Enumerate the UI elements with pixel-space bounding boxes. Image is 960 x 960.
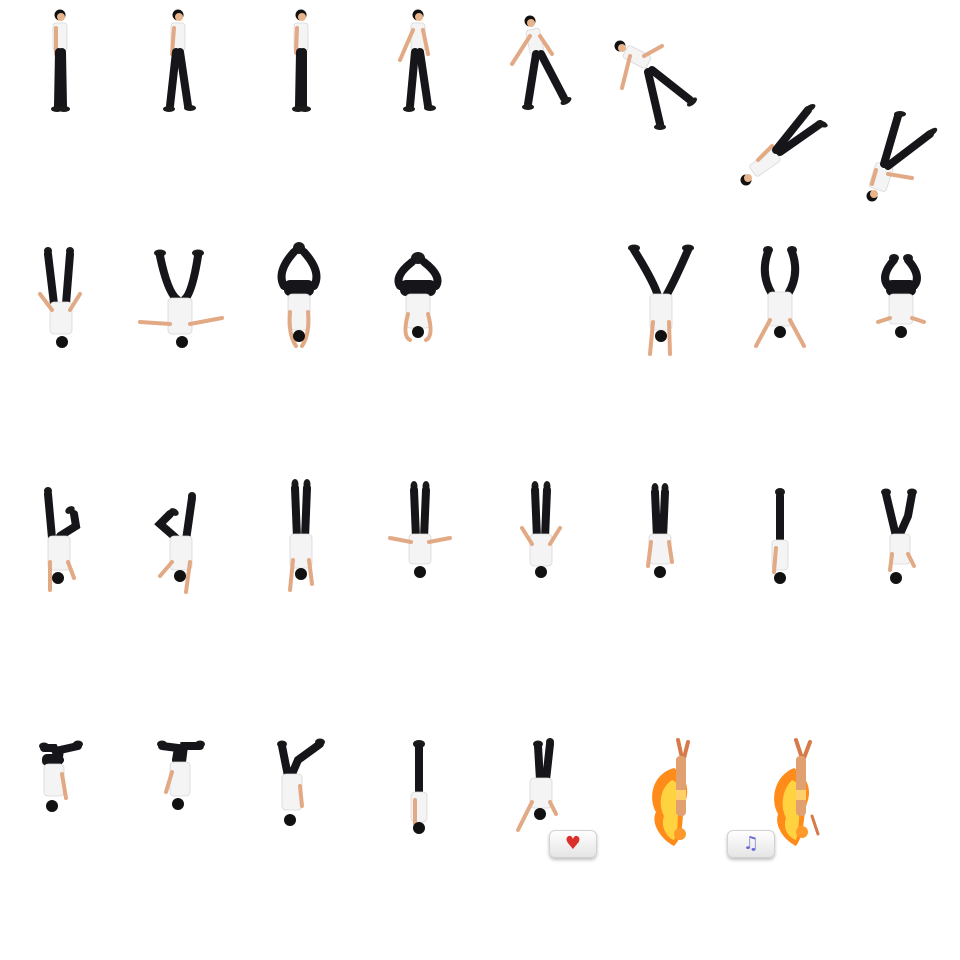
sprite-frame-inverted-leg-bent xyxy=(154,490,204,596)
sprite-frame-handstand-legs-open xyxy=(626,242,696,358)
sprite-frame-inverted-hands-together xyxy=(876,252,926,342)
sprite-frame-inverted-slim xyxy=(768,486,792,588)
sprite-frame-inverted-legs-straight xyxy=(644,482,676,582)
music-note-icon: ♫ xyxy=(742,833,760,854)
music-note-button[interactable]: ♫ xyxy=(727,830,775,858)
sprite-frame-inverted-leg-bent xyxy=(878,486,922,588)
sprite-frame-handstand-legs-open xyxy=(752,244,808,350)
sprite-frame-inverted-legs-split xyxy=(156,736,206,812)
sprite-frame-handstand-arms-out xyxy=(138,248,224,350)
sprite-frame-tilted-falling xyxy=(736,102,828,190)
sprite-frame-standing xyxy=(285,8,317,114)
heart-icon: ♥ xyxy=(564,833,582,854)
sprite-frame-standing xyxy=(160,8,200,114)
sprite-frame-walking xyxy=(396,8,440,114)
sprite-frame-flaming-dancer xyxy=(646,738,702,850)
sprite-frame-walking xyxy=(508,14,572,112)
sprite-frame-standing xyxy=(44,8,76,114)
sprite-frame-inverted-hands-together xyxy=(392,252,444,346)
sprite-frame-inverted-legs-split xyxy=(36,738,86,814)
sprite-frame-inverted-leg-bent xyxy=(514,736,564,834)
sprite-frame-handstand-arms-down xyxy=(36,246,86,350)
sprite-frame-inverted-slim xyxy=(406,738,432,836)
sprite-frame-inverted-arms-down xyxy=(518,480,564,582)
sprite-frame-inverted-leg-bent xyxy=(40,486,86,596)
sprite-frame-inverted-legs-straight xyxy=(284,478,318,596)
sprite-frame-inverted-arms-out xyxy=(388,480,452,582)
sprite-frame-leaning-forward xyxy=(612,38,700,134)
sprite-frame-flaming-dancer xyxy=(766,738,822,850)
sprite-frame-inverted-legs-split xyxy=(274,736,328,828)
sprite-frame-inverted-hands-together xyxy=(274,242,324,354)
heart-button[interactable]: ♥ xyxy=(549,830,597,858)
sprite-frame-tilted-falling xyxy=(862,108,942,206)
